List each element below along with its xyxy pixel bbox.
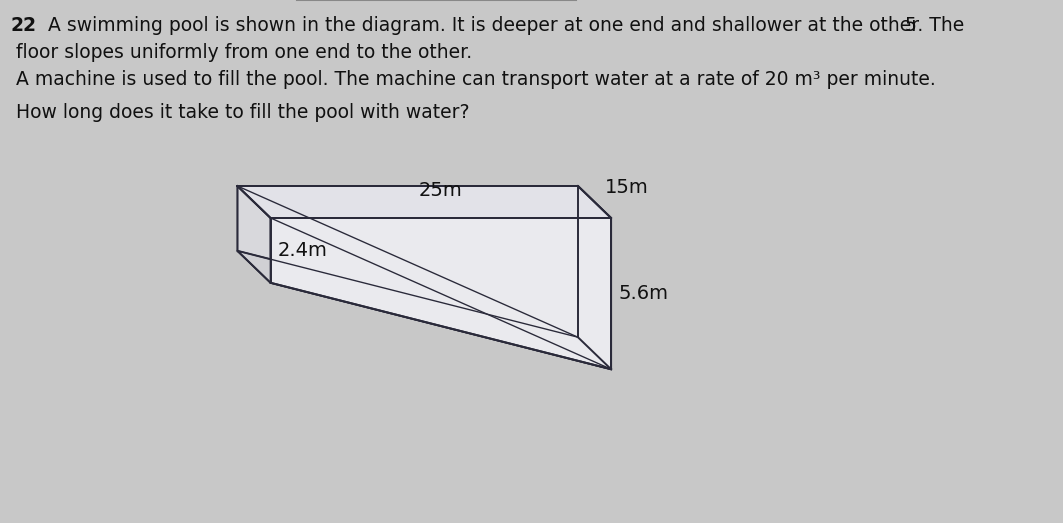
Polygon shape — [578, 186, 611, 369]
Polygon shape — [271, 218, 611, 369]
Text: 2.4m: 2.4m — [277, 241, 327, 260]
Text: floor slopes uniformly from one end to the other.: floor slopes uniformly from one end to t… — [16, 43, 472, 62]
Polygon shape — [237, 186, 611, 218]
Text: How long does it take to fill the pool with water?: How long does it take to fill the pool w… — [16, 103, 469, 122]
Text: 25m: 25m — [419, 181, 462, 200]
Text: A swimming pool is shown in the diagram. It is deeper at one end and shallower a: A swimming pool is shown in the diagram.… — [48, 16, 964, 35]
Text: 5.6m: 5.6m — [618, 284, 668, 303]
Text: 15m: 15m — [605, 178, 648, 197]
Text: 5: 5 — [905, 16, 916, 35]
Text: 22: 22 — [11, 16, 36, 35]
Polygon shape — [237, 186, 271, 283]
Text: A machine is used to fill the pool. The machine can transport water at a rate of: A machine is used to fill the pool. The … — [16, 70, 935, 89]
Polygon shape — [237, 251, 611, 369]
